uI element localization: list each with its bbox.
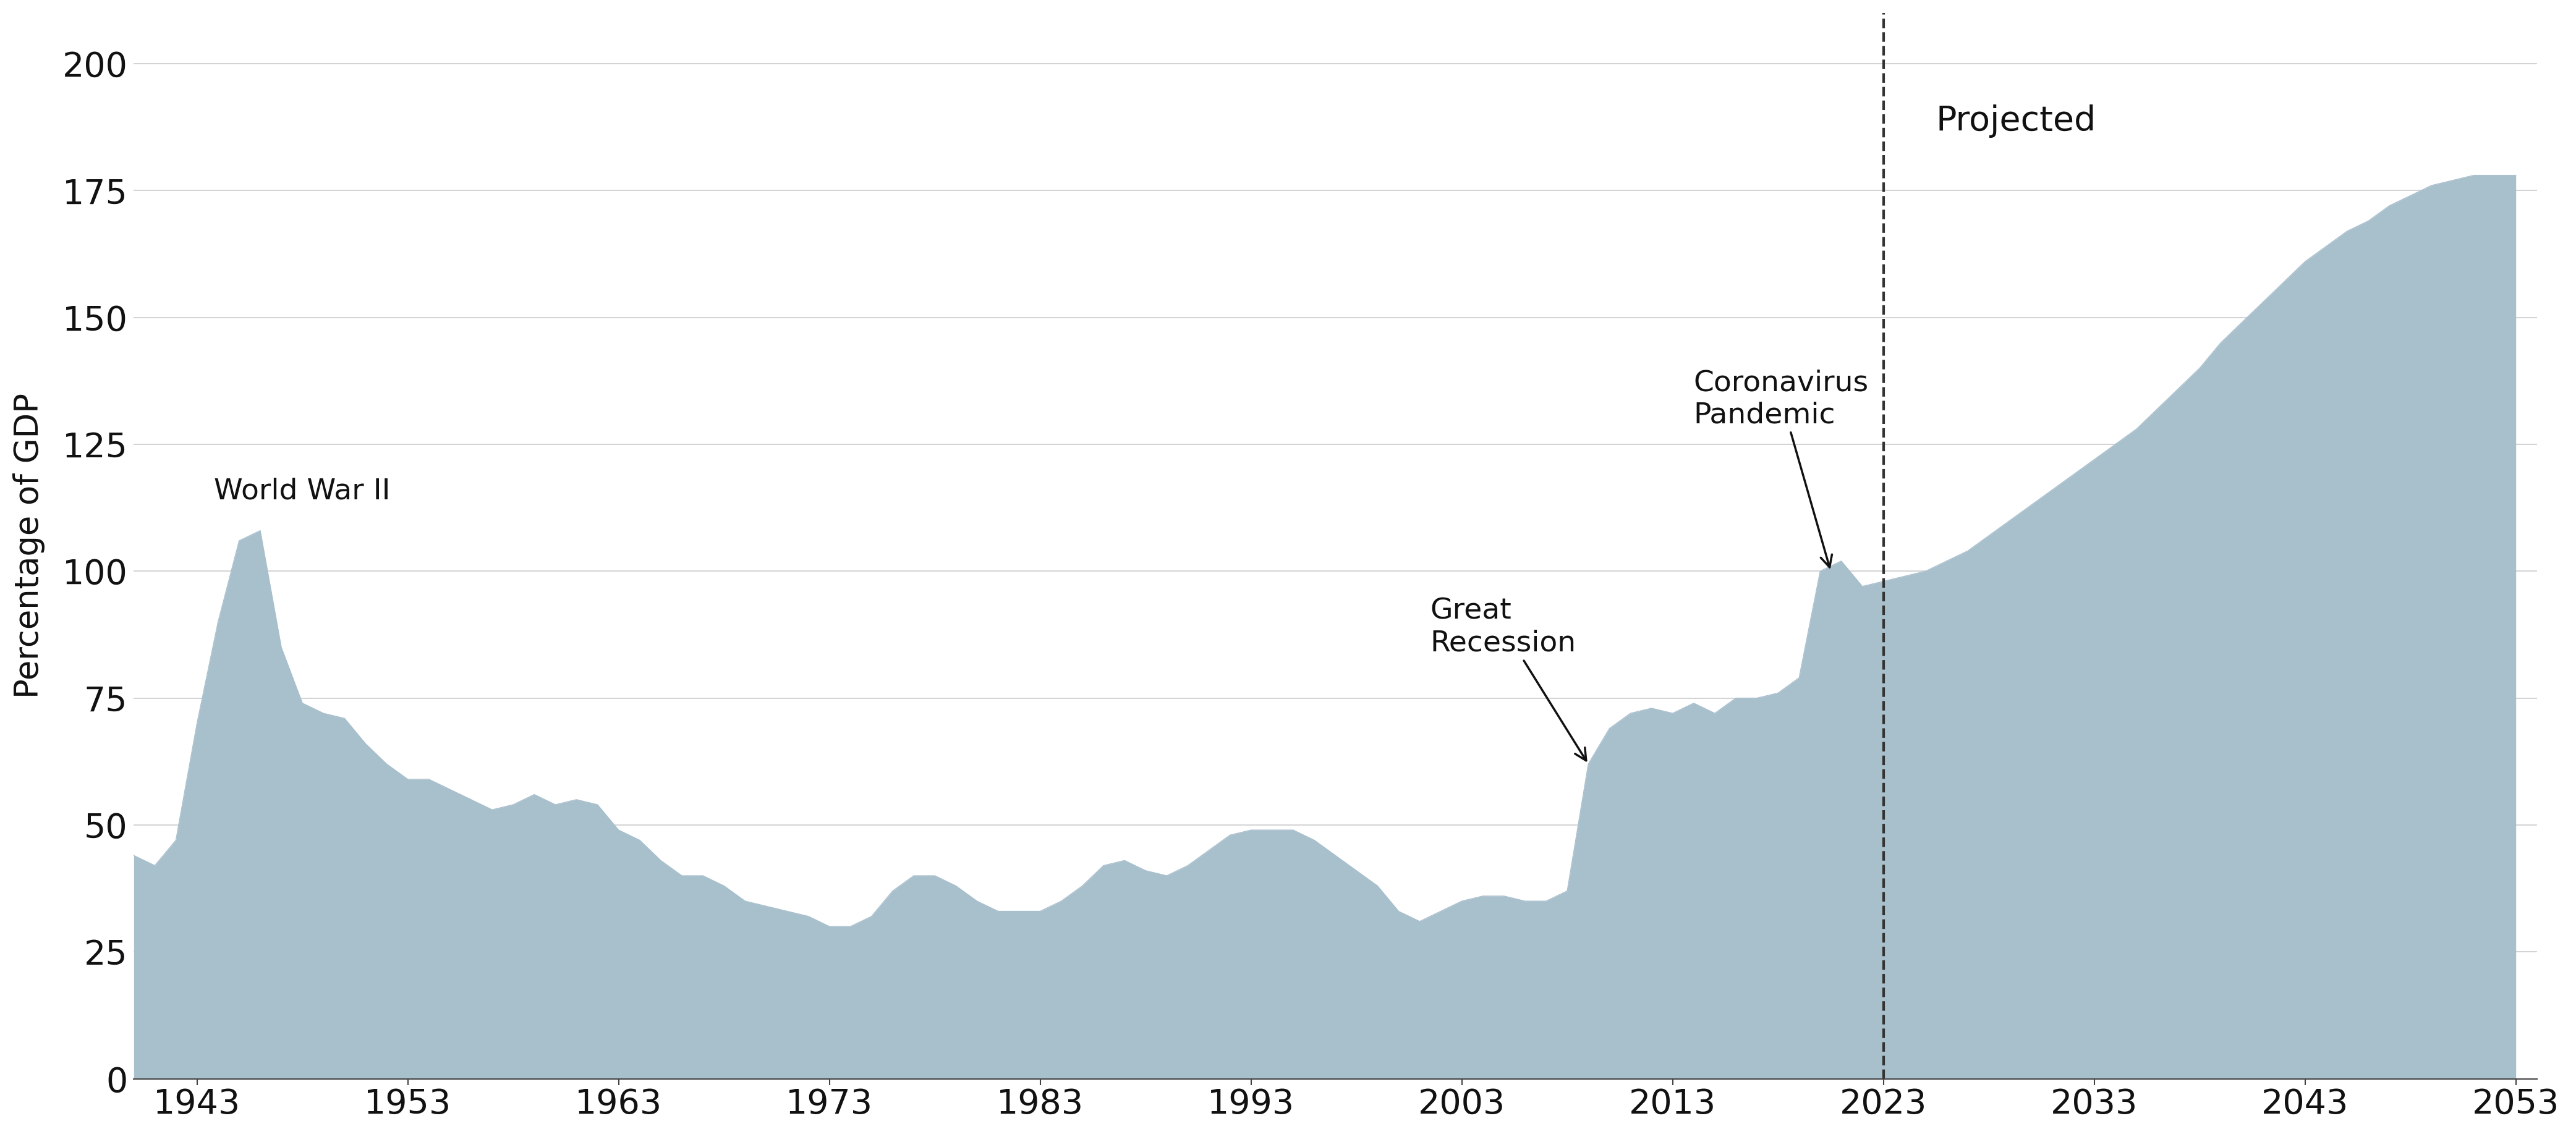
Y-axis label: Percentage of GDP: Percentage of GDP — [13, 393, 44, 699]
Text: Projected: Projected — [1937, 104, 2097, 137]
Text: Great
Recession: Great Recession — [1430, 598, 1587, 761]
Text: Coronavirus
Pandemic: Coronavirus Pandemic — [1692, 370, 1868, 567]
Text: World War II: World War II — [214, 477, 392, 506]
